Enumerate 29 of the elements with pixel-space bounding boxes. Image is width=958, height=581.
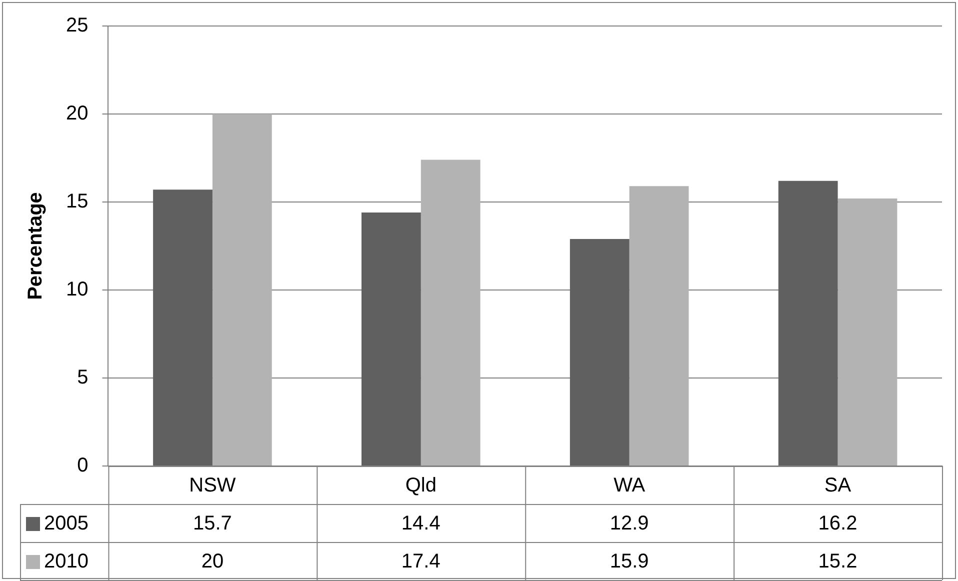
legend-label: 2010: [44, 550, 88, 573]
data-label: 12.9: [610, 512, 649, 535]
data-label: 15.7: [192, 512, 232, 535]
y-tick-label: 15: [66, 190, 88, 213]
bar: [420, 160, 480, 466]
data-label: 17.4: [401, 550, 440, 573]
data-label: 15.2: [818, 550, 858, 573]
data-label: 16.2: [818, 512, 858, 535]
x-tick-label: SA: [824, 474, 852, 497]
y-tick-label: 25: [66, 14, 88, 37]
x-tick-label: NSW: [189, 474, 236, 497]
y-axis-title: Percentage: [24, 192, 47, 300]
x-tick-label: WA: [614, 474, 646, 497]
data-label: 20: [201, 550, 224, 573]
bar: [153, 190, 212, 466]
data-label: 15.9: [610, 550, 649, 573]
y-tick-label: 20: [66, 102, 88, 125]
legend-label: 2005: [44, 512, 88, 535]
data-label: 14.4: [401, 512, 440, 535]
x-tick-label: Qld: [405, 474, 436, 497]
bar: [778, 180, 838, 466]
bar: [212, 114, 272, 466]
y-tick-label: 5: [77, 366, 88, 389]
bar: [838, 198, 898, 466]
bar: [362, 212, 421, 466]
y-tick-label: 0: [77, 454, 88, 477]
bar: [629, 186, 689, 466]
bar: [570, 238, 630, 466]
y-tick-label: 10: [66, 278, 88, 301]
